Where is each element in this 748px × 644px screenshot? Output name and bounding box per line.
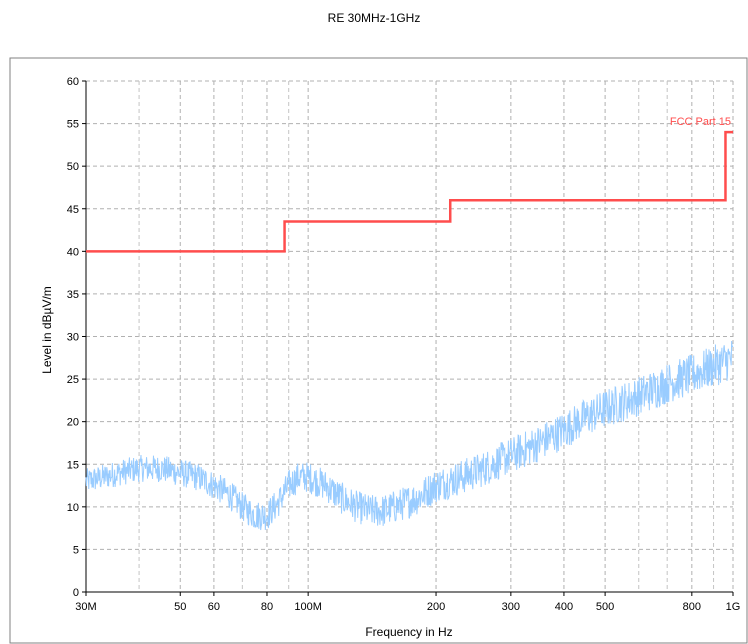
chart-title: RE 30MHz-1GHz (328, 11, 421, 25)
tick-marks (82, 80, 734, 596)
y-tick-label: 50 (67, 161, 79, 173)
x-tick-label: 200 (427, 601, 445, 613)
y-tick-labels: 0 5 10 15 20 25 30 35 40 45 50 55 60 (67, 76, 79, 599)
x-tick-label: 500 (596, 601, 614, 613)
y-tick-label: 55 (67, 119, 79, 131)
chart-panel-border (9, 57, 748, 644)
y-tick-label: 20 (67, 417, 79, 429)
y-tick-label: 35 (67, 289, 79, 301)
x-tick-label: 800 (683, 601, 701, 613)
x-tick-label: 60 (208, 601, 220, 613)
y-tick-label: 30 (67, 332, 79, 344)
y-tick-label: 40 (67, 246, 79, 258)
measurement-trace (85, 341, 734, 531)
x-tick-label: 30M (75, 601, 96, 613)
y-tick-label: 25 (67, 374, 79, 386)
y-tick-label: 5 (73, 544, 79, 556)
limit-line-label: FCC Part 15 (670, 116, 731, 128)
x-tick-label: 1G (726, 601, 741, 613)
fcc-part-15-limit-line (86, 130, 733, 253)
x-tick-label: 100M (294, 601, 322, 613)
x-axis-title: Frequency in Hz (365, 625, 452, 639)
series (85, 130, 734, 531)
x-tick-label: 80 (261, 601, 273, 613)
y-tick-label: 10 (67, 502, 79, 514)
y-axis-title: Level in dBµV/m (40, 286, 54, 374)
grid (86, 80, 734, 592)
y-tick-label: 60 (67, 76, 79, 88)
x-tick-label: 300 (502, 601, 520, 613)
y-tick-label: 0 (73, 587, 79, 599)
x-tick-label: 400 (555, 601, 573, 613)
x-tick-labels: 30M 50 60 80 100M 200 300 400 500 800 1G (75, 601, 740, 613)
y-tick-label: 45 (67, 204, 79, 216)
x-tick-label: 50 (174, 601, 186, 613)
y-tick-label: 15 (67, 459, 79, 471)
